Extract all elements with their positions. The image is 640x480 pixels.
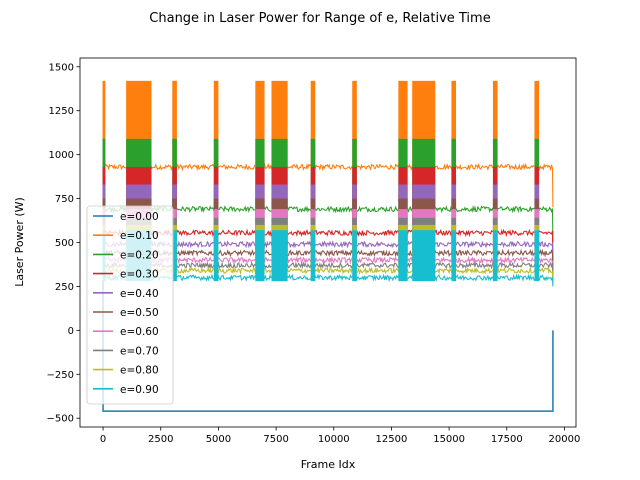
- series-line: [102, 209, 554, 278]
- x-tick-label: 20000: [549, 434, 581, 445]
- series-line: [102, 166, 554, 261]
- burst-block: [534, 80, 540, 167]
- burst-block: [310, 80, 316, 167]
- burst-block: [451, 80, 457, 167]
- y-tick-label: 250: [55, 282, 74, 293]
- burst-block: [213, 230, 219, 282]
- series-line: [102, 198, 554, 275]
- x-tick-label: 7500: [263, 434, 288, 445]
- chart-title: Change in Laser Power for Range of e, Re…: [149, 11, 490, 26]
- y-axis: −500 −250 0 250 500 750 1000 1250 1500: [47, 62, 80, 425]
- burst-block: [271, 230, 288, 282]
- series-e=0.10: [102, 80, 554, 208]
- y-tick-label: 0: [68, 326, 74, 337]
- burst-block: [213, 80, 219, 167]
- x-tick-label: 0: [100, 434, 106, 445]
- series-line: [102, 184, 554, 269]
- legend-entry: e=0.20: [120, 249, 159, 261]
- legend-entry: e=0.90: [120, 384, 159, 396]
- x-axis: 0 2500 5000 7500 10000 12500 15000 17500 20000: [100, 427, 580, 445]
- burst-block: [172, 230, 177, 282]
- legend-entry: e=0.40: [120, 288, 159, 300]
- x-tick-label: 15000: [433, 434, 465, 445]
- burst-block: [534, 230, 540, 282]
- burst-block: [398, 80, 408, 167]
- burst-block: [451, 230, 457, 282]
- series-line: [102, 138, 554, 243]
- burst-block: [398, 230, 408, 282]
- y-tick-label: 1000: [49, 150, 74, 161]
- burst-block: [492, 230, 498, 282]
- legend-entry: e=0.70: [120, 345, 159, 357]
- legend-entry: e=0.30: [120, 269, 159, 281]
- x-tick-label: 12500: [376, 434, 408, 445]
- y-tick-label: 1500: [49, 62, 74, 73]
- y-tick-label: 500: [55, 238, 74, 249]
- legend-box: [86, 205, 174, 405]
- legend-entry: e=0.60: [120, 326, 159, 338]
- series-layer: [102, 80, 554, 412]
- x-axis-label: Frame Idx: [301, 458, 356, 471]
- series-line: [102, 230, 554, 287]
- y-tick-label: −250: [47, 370, 74, 381]
- burst-block: [352, 230, 357, 282]
- series-line: [102, 217, 554, 282]
- legend-entry: e=0.50: [120, 307, 159, 319]
- burst-block: [352, 80, 357, 167]
- legend-entry: e=0.10: [120, 230, 159, 242]
- burst-block: [172, 80, 177, 167]
- x-tick-label: 10000: [318, 434, 350, 445]
- legend-entry: e=0.00: [120, 211, 159, 223]
- burst-block: [255, 80, 265, 167]
- burst-block: [103, 80, 106, 167]
- burst-block: [412, 230, 436, 282]
- x-tick-label: 17500: [491, 434, 523, 445]
- y-tick-label: 750: [55, 194, 74, 205]
- burst-block: [492, 80, 498, 167]
- burst-block: [310, 230, 316, 282]
- legend-entry: e=0.80: [120, 365, 159, 377]
- y-tick-label: −500: [47, 414, 74, 425]
- series-line: [102, 80, 554, 208]
- y-tick-label: 1250: [49, 106, 74, 117]
- y-axis-label: Laser Power (W): [13, 197, 26, 287]
- x-tick-label: 5000: [206, 434, 231, 445]
- burst-block: [255, 230, 265, 282]
- x-tick-label: 2500: [148, 434, 173, 445]
- legend: e=0.00 e=0.10 e=0.20 e=0.30 e=0.40 e=0.50 e=0.…: [86, 205, 174, 405]
- series-line: [102, 224, 554, 285]
